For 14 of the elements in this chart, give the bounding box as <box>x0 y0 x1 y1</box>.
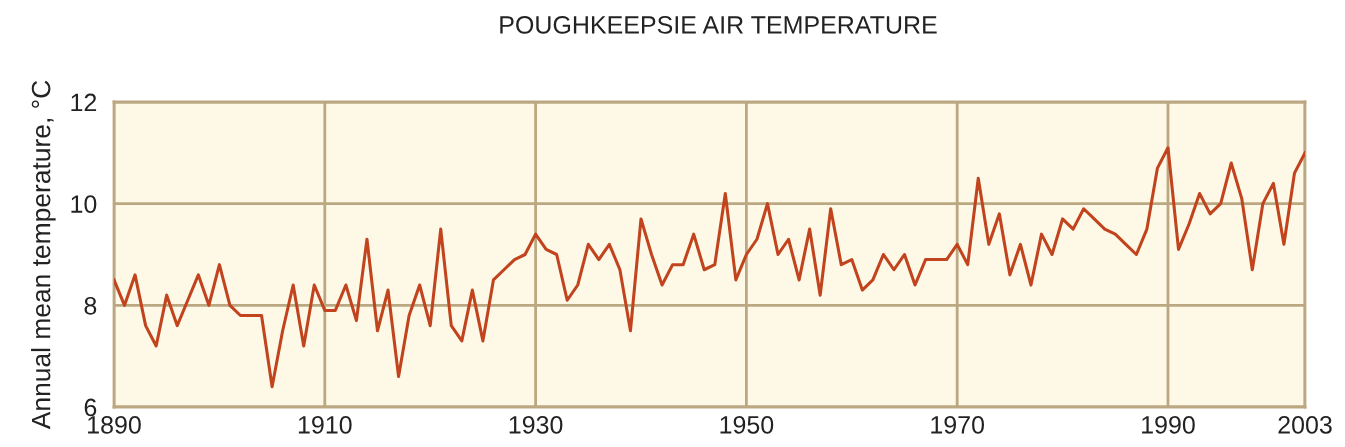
x-tick-label: 1910 <box>298 415 352 434</box>
y-axis-title: Annual mean temperature, °C <box>31 80 56 430</box>
x-tick-label: 2003 <box>1278 415 1332 434</box>
x-tick-label: 1890 <box>88 415 141 434</box>
y-tick-label: 10 <box>71 195 97 213</box>
x-tick-label: 1950 <box>720 415 774 434</box>
x-tick-label: 1930 <box>509 415 563 434</box>
chart-title: POUGHKEEPSIE AIR TEMPERATURE <box>500 16 937 34</box>
line-series <box>114 146 1305 389</box>
x-tick-label: 1970 <box>931 415 985 434</box>
x-tick-label: 1990 <box>1142 415 1195 434</box>
y-tick-label: 12 <box>71 93 97 112</box>
y-tick-label: 8 <box>84 296 97 315</box>
y-tick-label: 6 <box>84 398 97 417</box>
